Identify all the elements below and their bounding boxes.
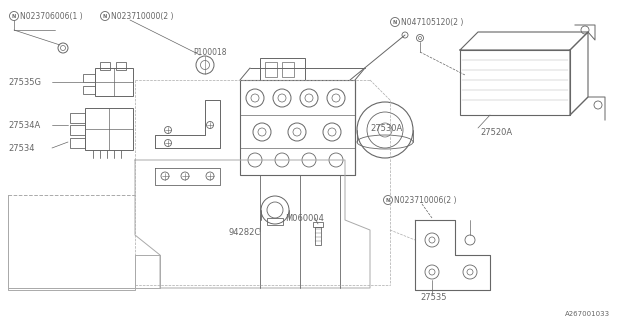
Bar [70,113,85,123]
Text: 27534A: 27534A [8,121,40,130]
Bar [95,68,133,96]
Bar [282,62,294,77]
Bar [116,62,126,70]
Text: N: N [12,13,16,19]
Text: N023706006(1 ): N023706006(1 ) [20,12,83,20]
Text: N047105120(2 ): N047105120(2 ) [401,18,463,27]
Text: 94282C: 94282C [228,228,260,236]
Text: N: N [386,197,390,203]
Bar [260,58,305,80]
Bar [100,62,110,70]
Bar [70,125,85,135]
Bar [70,138,85,148]
Text: 27535G: 27535G [8,77,41,86]
Text: 27534: 27534 [8,143,35,153]
Text: P100018: P100018 [193,47,227,57]
Bar [265,62,277,77]
Text: 27530A: 27530A [370,124,403,132]
Bar [85,108,133,150]
Bar [460,50,570,115]
Text: N023710000(2 ): N023710000(2 ) [111,12,173,20]
Text: A267001033: A267001033 [565,311,610,317]
Bar [267,218,283,225]
Text: 27535: 27535 [420,293,447,302]
Bar [83,74,95,82]
Text: N: N [103,13,107,19]
Bar [83,86,95,94]
Bar [240,80,355,175]
Text: N: N [393,20,397,25]
Text: M060004: M060004 [285,213,324,222]
Bar [315,227,321,245]
Text: N023710006(2 ): N023710006(2 ) [394,196,456,204]
Bar [313,222,323,227]
Text: 27520A: 27520A [480,127,512,137]
